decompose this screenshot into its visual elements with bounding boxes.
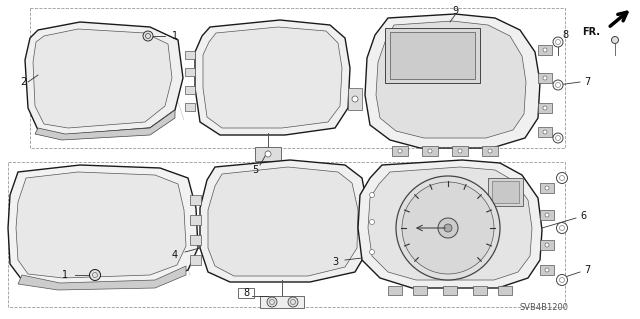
Circle shape bbox=[545, 186, 549, 190]
Text: 6: 6 bbox=[580, 211, 586, 221]
Bar bbox=[488, 178, 523, 206]
Circle shape bbox=[428, 149, 432, 153]
Polygon shape bbox=[195, 20, 350, 135]
Bar bbox=[540, 240, 554, 250]
Circle shape bbox=[402, 182, 494, 274]
Bar bbox=[538, 73, 552, 83]
Text: 4: 4 bbox=[172, 250, 178, 260]
Polygon shape bbox=[16, 172, 186, 278]
Circle shape bbox=[545, 243, 549, 247]
Circle shape bbox=[488, 149, 492, 153]
Circle shape bbox=[438, 218, 458, 238]
Polygon shape bbox=[33, 29, 172, 128]
Bar bbox=[260, 296, 304, 308]
Circle shape bbox=[543, 106, 547, 110]
Bar bbox=[390, 32, 475, 79]
Bar bbox=[538, 103, 552, 113]
Bar bbox=[255, 147, 281, 161]
Circle shape bbox=[369, 219, 374, 225]
Polygon shape bbox=[203, 27, 342, 128]
Polygon shape bbox=[376, 21, 526, 138]
Bar bbox=[185, 51, 195, 59]
Circle shape bbox=[553, 37, 563, 47]
Circle shape bbox=[553, 80, 563, 90]
Bar bbox=[538, 127, 552, 137]
Circle shape bbox=[543, 130, 547, 134]
Circle shape bbox=[557, 173, 568, 183]
Bar bbox=[392, 146, 408, 156]
Bar bbox=[8, 162, 565, 307]
Bar bbox=[540, 265, 554, 275]
Bar bbox=[443, 286, 457, 295]
Text: 1: 1 bbox=[62, 270, 68, 280]
Circle shape bbox=[143, 31, 153, 41]
Text: 3: 3 bbox=[332, 257, 338, 267]
Polygon shape bbox=[365, 14, 540, 148]
Circle shape bbox=[543, 76, 547, 80]
Circle shape bbox=[369, 249, 374, 255]
Polygon shape bbox=[25, 22, 183, 135]
Circle shape bbox=[444, 224, 452, 232]
Bar bbox=[452, 146, 468, 156]
Polygon shape bbox=[368, 167, 532, 280]
Text: 2: 2 bbox=[20, 77, 26, 87]
Bar bbox=[366, 217, 378, 227]
Text: 8: 8 bbox=[562, 30, 568, 40]
Polygon shape bbox=[208, 167, 358, 276]
Polygon shape bbox=[35, 110, 175, 140]
Circle shape bbox=[557, 275, 568, 286]
Circle shape bbox=[288, 297, 298, 307]
Bar bbox=[388, 286, 402, 295]
Text: 1: 1 bbox=[172, 31, 178, 41]
Bar bbox=[348, 88, 362, 110]
Bar bbox=[473, 286, 487, 295]
Polygon shape bbox=[200, 160, 368, 282]
Bar bbox=[190, 195, 201, 205]
Bar bbox=[498, 286, 512, 295]
Bar bbox=[190, 255, 201, 265]
Circle shape bbox=[545, 213, 549, 217]
Bar bbox=[185, 68, 195, 76]
Circle shape bbox=[545, 268, 549, 272]
Polygon shape bbox=[358, 160, 542, 288]
Bar bbox=[185, 103, 195, 111]
Circle shape bbox=[611, 36, 618, 43]
Bar bbox=[30, 8, 565, 148]
Circle shape bbox=[267, 297, 277, 307]
Bar bbox=[540, 210, 554, 220]
Bar bbox=[238, 288, 254, 298]
Text: 5: 5 bbox=[252, 165, 258, 175]
Bar bbox=[190, 215, 201, 225]
Circle shape bbox=[458, 149, 462, 153]
Circle shape bbox=[543, 48, 547, 52]
Bar bbox=[413, 286, 427, 295]
Bar bbox=[538, 45, 552, 55]
Polygon shape bbox=[8, 165, 198, 285]
Bar bbox=[366, 190, 378, 200]
Text: 7: 7 bbox=[584, 265, 590, 275]
Circle shape bbox=[369, 192, 374, 197]
Polygon shape bbox=[18, 266, 186, 290]
Circle shape bbox=[352, 96, 358, 102]
Circle shape bbox=[396, 176, 500, 280]
Bar bbox=[185, 86, 195, 94]
Bar bbox=[482, 146, 498, 156]
Bar bbox=[385, 28, 480, 83]
Bar bbox=[422, 146, 438, 156]
Text: 7: 7 bbox=[584, 77, 590, 87]
Circle shape bbox=[553, 133, 563, 143]
Bar bbox=[366, 247, 378, 257]
Circle shape bbox=[557, 222, 568, 234]
Bar bbox=[190, 235, 201, 245]
Text: FR.: FR. bbox=[582, 27, 600, 37]
Bar bbox=[540, 183, 554, 193]
Text: SVB4B1200: SVB4B1200 bbox=[520, 303, 569, 313]
Circle shape bbox=[398, 149, 402, 153]
Circle shape bbox=[90, 270, 100, 280]
Bar bbox=[492, 181, 519, 203]
Circle shape bbox=[265, 151, 271, 157]
Text: 9: 9 bbox=[452, 6, 458, 16]
Text: 8: 8 bbox=[243, 288, 249, 298]
